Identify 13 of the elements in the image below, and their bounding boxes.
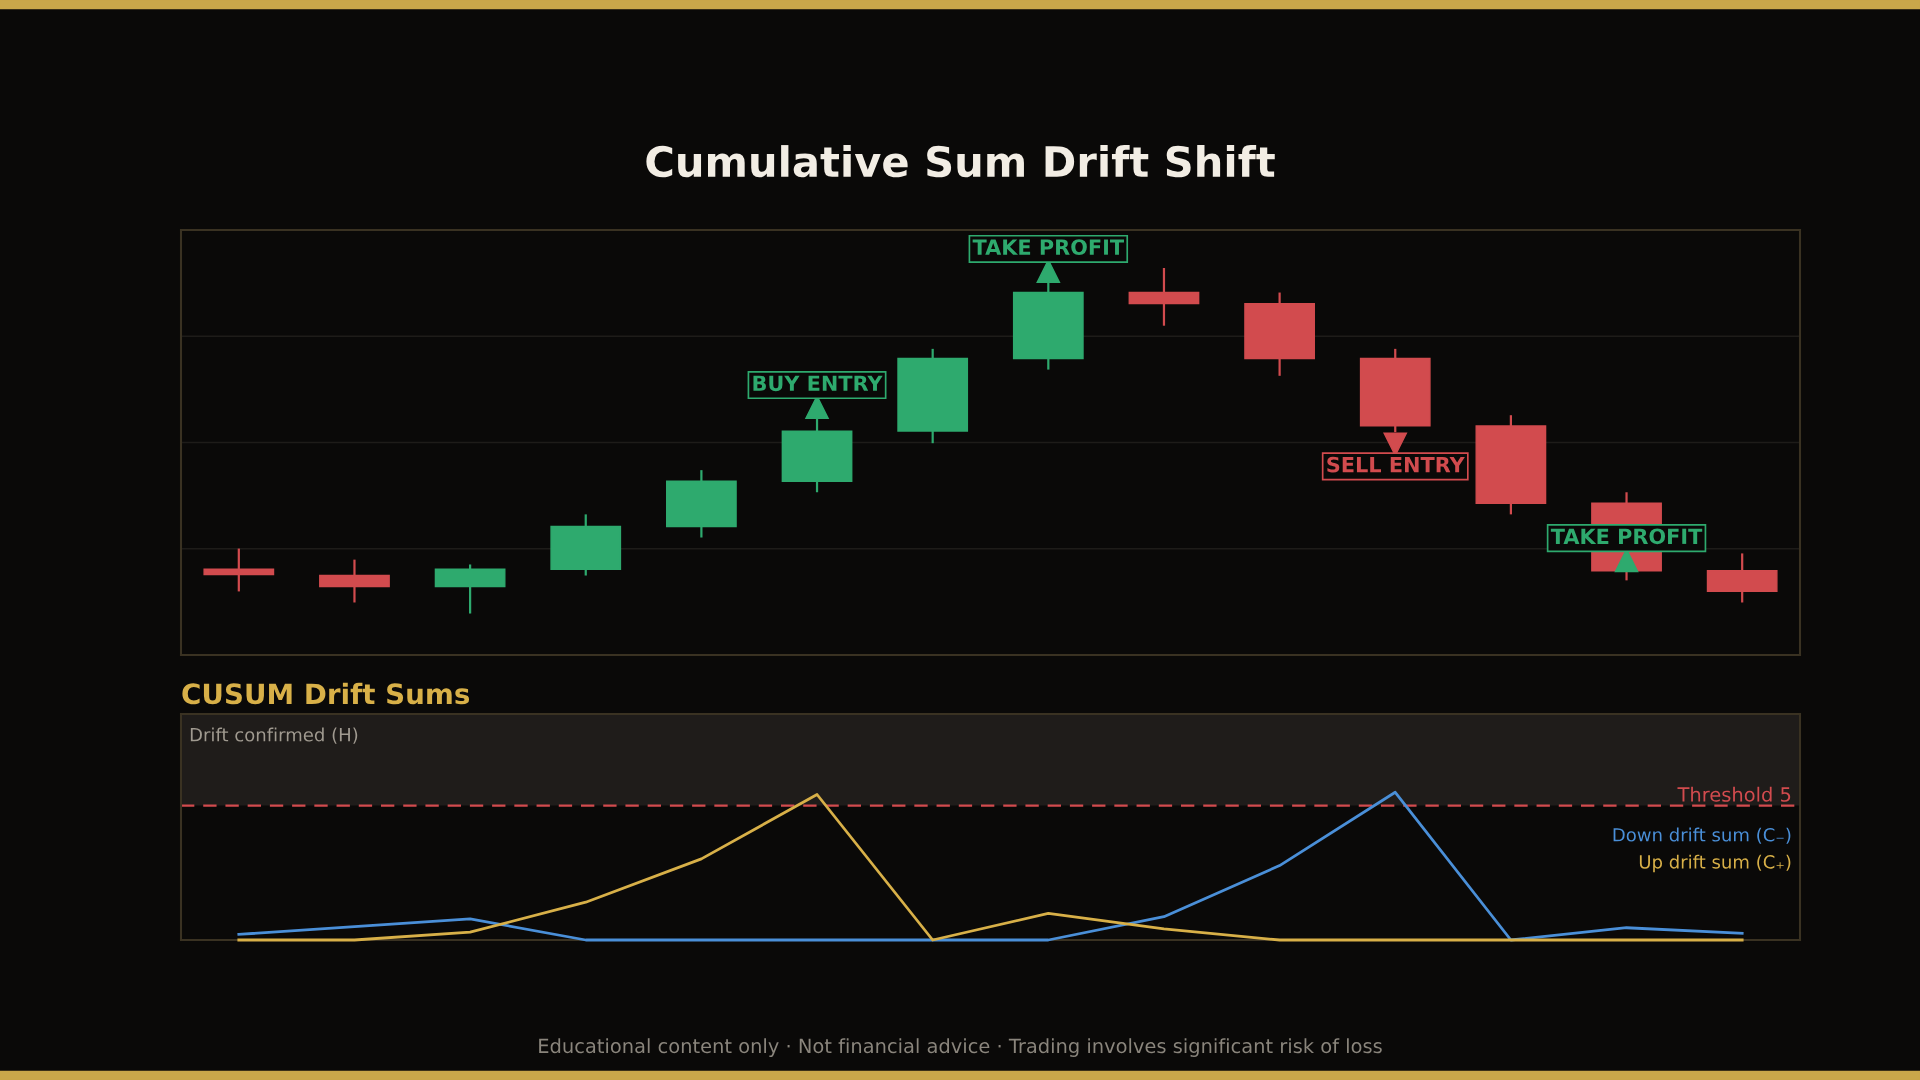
chart-title: Cumulative Sum Drift Shift <box>646 145 1275 178</box>
text: Educational content only · Not financial advice · Trading involves significant risk of loss <box>539 1038 1382 1058</box>
band-label: Drift confirmed (H) <box>190 727 358 744</box>
ref-line-label: Threshold 5 <box>1677 786 1791 802</box>
annotation: TAKE PROFIT <box>1550 528 1703 545</box>
text: Down drift sum (C₋) <box>1613 827 1791 844</box>
text: Up drift sum (C₊) <box>1639 854 1791 873</box>
chart-title: CUSUM Drift Sums <box>182 682 470 705</box>
annotation: SELL ENTRY <box>1327 456 1465 473</box>
candlestick <box>1128 266 1200 327</box>
annotation: TAKE PROFIT <box>972 239 1124 255</box>
annotation: BUY ENTRY <box>753 375 883 392</box>
candlestick <box>203 547 275 593</box>
